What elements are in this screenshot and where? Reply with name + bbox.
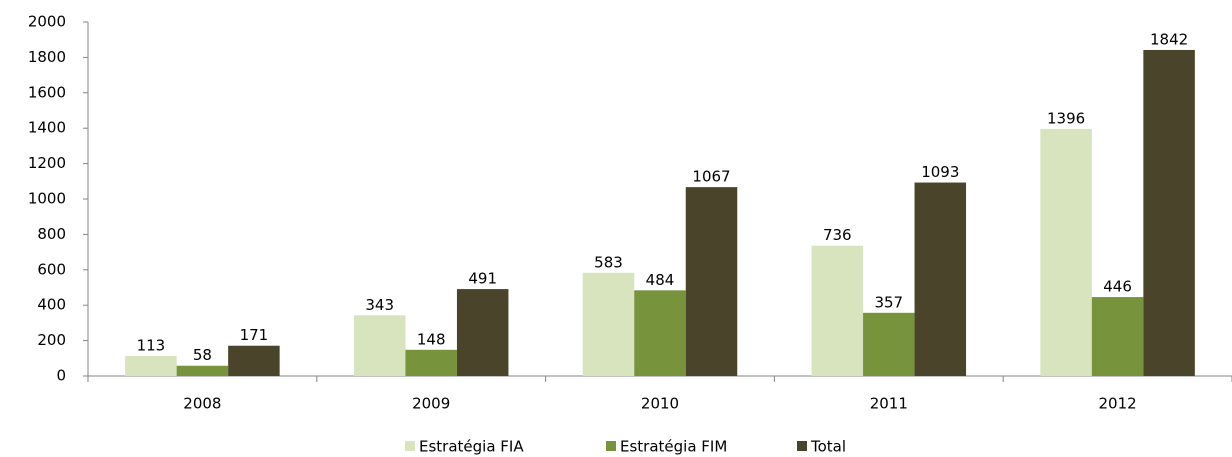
data-label: 736 [823,226,852,244]
y-tick-label: 1400 [28,119,66,137]
data-label: 1067 [692,168,730,186]
data-label: 171 [240,326,269,344]
bar [353,315,406,376]
y-tick-label: 1000 [28,190,66,208]
data-label: 357 [874,293,903,311]
legend-label: Total [810,438,846,456]
x-tick-label: 2009 [412,395,450,413]
bar [456,289,509,376]
bar [176,365,229,376]
y-tick-label: 2000 [28,13,66,31]
data-label: 1842 [1150,30,1188,48]
legend-swatch [606,441,616,451]
y-tick-label: 1800 [28,48,66,66]
y-tick-label: 1200 [28,154,66,172]
data-label: 343 [365,296,394,314]
bar [914,182,967,376]
y-tick-label: 200 [37,331,66,349]
y-tick-label: 1600 [28,83,66,101]
legend-label: Estratégia FIM [620,438,727,456]
data-label: 446 [1103,278,1132,296]
data-label: 484 [646,271,675,289]
data-label: 1396 [1047,109,1085,127]
bar [811,245,864,376]
data-label: 583 [594,253,623,271]
x-tick-label: 2010 [641,395,679,413]
data-label: 58 [193,346,212,364]
data-label: 1093 [921,163,959,181]
legend-swatch [797,441,807,451]
bar [405,349,457,376]
bar [634,290,686,376]
bar [228,345,280,376]
x-tick-label: 2008 [183,395,221,413]
bar [685,187,738,376]
bar [1143,49,1195,376]
bar [1091,297,1144,376]
x-tick-label: 2011 [870,395,908,413]
y-tick-label: 600 [37,260,66,278]
x-tick-label: 2012 [1099,395,1137,413]
y-tick-label: 400 [37,296,66,314]
data-label: 491 [468,270,497,288]
data-label: 148 [417,330,446,348]
data-label: 113 [137,336,166,354]
bar [125,355,177,376]
bar [582,272,635,376]
y-tick-label: 800 [37,225,66,243]
legend-swatch [405,441,415,451]
bar [1040,128,1092,376]
bar [863,312,915,376]
legend-label: Estratégia FIA [419,438,524,456]
y-tick-label: 0 [56,367,66,385]
